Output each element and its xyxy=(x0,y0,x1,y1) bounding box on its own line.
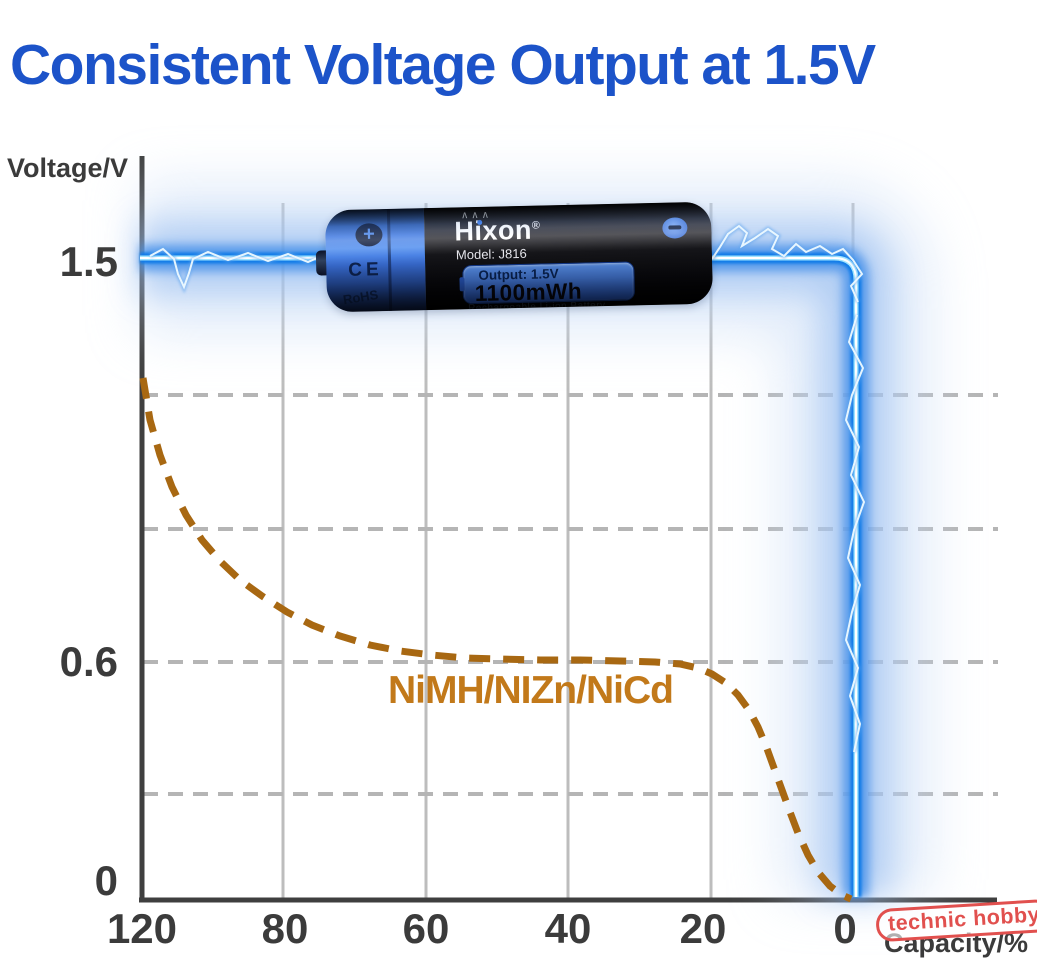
y-tick-label: 0 xyxy=(94,857,118,904)
x-tick-label: 80 xyxy=(261,905,309,952)
x-tick-label: 0 xyxy=(833,905,857,952)
y-tick-label: 1.5 xyxy=(59,238,118,285)
x-tick-label: 60 xyxy=(402,905,450,952)
battery-model-text: Model: J816 xyxy=(455,245,527,263)
battery-body: ∧∧∧ Hixon® Model: J816 Output: 1.5V 1100… xyxy=(423,201,714,312)
plus-terminal-icon: + xyxy=(355,223,383,247)
ce-mark: CE xyxy=(348,259,383,281)
battery-spec-label: Output: 1.5V 1100mWh xyxy=(459,261,636,306)
minus-terminal-icon: − xyxy=(662,217,688,239)
battery-image: + CE RoHS ∧∧∧ Hixon® Model: J816 Output:… xyxy=(315,201,714,313)
lightning-arcs xyxy=(148,222,867,753)
liion-glow-line xyxy=(140,183,931,897)
brand-logo: Hixon® xyxy=(454,214,541,247)
x-tick-label: 40 xyxy=(544,905,592,952)
x-tick-label: 20 xyxy=(679,905,727,952)
x-tick-label: 120 xyxy=(106,905,178,952)
brand-i-dot-icon xyxy=(476,219,482,225)
y-axis-label: Voltage/V xyxy=(7,153,129,183)
cap-groove xyxy=(386,208,393,311)
page-title: Consistent Voltage Output at 1.5V xyxy=(10,33,876,98)
y-tick-label: 0.6 xyxy=(59,638,118,685)
rohs-mark: RoHS xyxy=(341,286,380,308)
nimh-curve-label: NiMH/NIZn/NiCd xyxy=(388,669,674,712)
nimh-dashed-curve xyxy=(139,377,853,903)
battery-cap: + CE RoHS xyxy=(324,208,427,313)
label-nub xyxy=(459,277,465,292)
